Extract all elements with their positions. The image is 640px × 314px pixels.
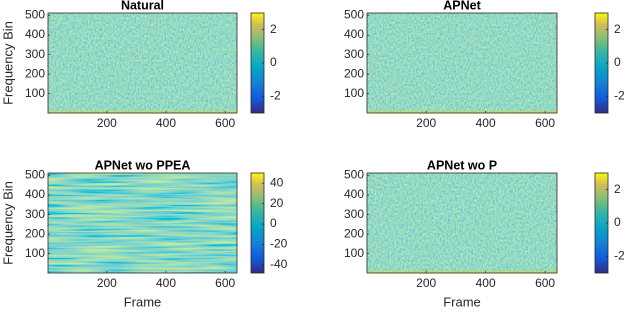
colorbar-tick-label: -20 — [270, 237, 288, 251]
y-axis-label: Frequency Bin — [0, 21, 15, 105]
y-tick-label: 300 — [25, 47, 45, 61]
y-tick-label: 100 — [25, 86, 45, 100]
heatmap-image — [367, 173, 557, 273]
x-axis-label: Frame — [443, 294, 481, 309]
colorbar-tick-label: 0 — [270, 55, 277, 69]
y-tick-label: 400 — [25, 27, 45, 41]
y-tick-label: 500 — [344, 8, 364, 22]
y-tick-label: 400 — [344, 27, 364, 41]
x-tick-label: 200 — [97, 276, 117, 290]
axes-frame — [47, 12, 238, 114]
x-tick-label: 200 — [97, 116, 117, 130]
axes-frame — [47, 172, 238, 274]
panel-title: APNet — [443, 0, 481, 12]
y-tick-label: 200 — [344, 226, 364, 240]
heatmap-image — [48, 173, 237, 273]
panel-title: Natural — [121, 0, 164, 12]
y-tick-label: 300 — [344, 47, 364, 61]
x-tick-label: 400 — [476, 116, 496, 130]
heatmap-image — [367, 13, 557, 113]
colorbar-tick-label: -2 — [614, 89, 625, 103]
x-tick-label: 400 — [156, 116, 176, 130]
y-tick-label: 100 — [344, 86, 364, 100]
y-tick-label: 100 — [344, 246, 364, 260]
colorbar-tick-label: -2 — [270, 89, 281, 103]
y-tick-label: 500 — [25, 168, 45, 182]
x-tick-label: 400 — [476, 276, 496, 290]
x-tick-label: 600 — [535, 116, 555, 130]
heatmap-image — [48, 13, 237, 113]
colorbar-tick-label: 40 — [270, 175, 284, 189]
y-axis-label: Frequency Bin — [0, 181, 15, 265]
y-tick-label: 200 — [25, 226, 45, 240]
y-tick-label: 200 — [25, 66, 45, 80]
x-tick-label: 200 — [416, 116, 436, 130]
colorbar-tick-label: -2 — [614, 249, 625, 263]
x-tick-label: 200 — [416, 276, 436, 290]
x-tick-label: 600 — [535, 276, 555, 290]
y-tick-label: 500 — [25, 8, 45, 22]
colorbar-tick-label: -40 — [270, 257, 288, 271]
axes-frame — [366, 172, 558, 274]
colorbar-tick-label: 2 — [614, 22, 621, 36]
panel-title: APNet wo PPEA — [95, 158, 191, 172]
x-axis-label: Frame — [124, 294, 162, 309]
x-tick-label: 400 — [156, 276, 176, 290]
colorbar-tick-label: 0 — [614, 55, 621, 69]
colorbar-tick-label: 20 — [270, 196, 284, 210]
y-tick-label: 200 — [344, 66, 364, 80]
colorbar-tick-label: 0 — [270, 216, 277, 230]
panel-title: APNet wo P — [427, 158, 497, 172]
colorbar — [250, 172, 265, 274]
x-tick-label: 600 — [215, 116, 235, 130]
y-tick-label: 300 — [25, 207, 45, 221]
y-tick-label: 500 — [344, 168, 364, 182]
y-tick-label: 400 — [344, 187, 364, 201]
y-tick-label: 100 — [25, 246, 45, 260]
axes-frame — [366, 12, 558, 114]
x-tick-label: 600 — [215, 276, 235, 290]
colorbar-tick-label: 2 — [270, 22, 277, 36]
colorbar-tick-label: 2 — [614, 182, 621, 196]
colorbar-tick-label: 0 — [614, 215, 621, 229]
y-tick-label: 400 — [25, 187, 45, 201]
y-tick-label: 300 — [344, 207, 364, 221]
